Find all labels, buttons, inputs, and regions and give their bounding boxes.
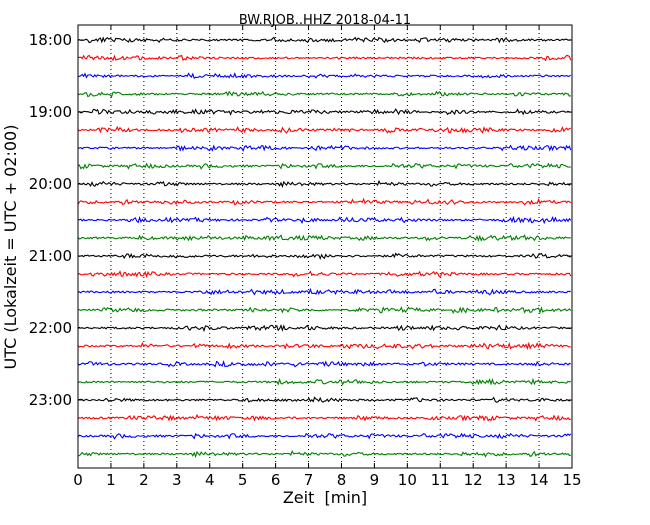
x-tick-label: 6 — [271, 471, 281, 489]
trace-line — [77, 215, 572, 225]
x-tick-label: 2 — [139, 471, 149, 489]
y-tick-label: 20:00 — [29, 175, 72, 193]
x-tick-label: 14 — [530, 471, 549, 489]
seismic-traces — [77, 36, 572, 459]
x-axis: 0 1 2 3 4 5 6 7 8 9 10 11 12 13 14 15 — [73, 25, 582, 489]
x-tick-label: 7 — [304, 471, 314, 489]
trace-line — [77, 125, 571, 134]
x-tick-label: 5 — [238, 471, 248, 489]
x-tick-label: 13 — [497, 471, 516, 489]
trace-line — [77, 449, 571, 459]
y-axis-label: UTC (Lokalzeit = UTC + 02:00) — [1, 125, 20, 370]
trace-line — [77, 72, 572, 80]
plot-frame — [77, 24, 573, 469]
x-tick-label: 8 — [337, 471, 347, 489]
trace-line — [77, 432, 572, 440]
x-tick-label: 1 — [106, 471, 116, 489]
trace-line — [77, 108, 571, 116]
x-tick-label: 10 — [398, 471, 417, 489]
trace-line — [77, 341, 571, 351]
y-tick-label: 23:00 — [29, 391, 72, 409]
trace-line — [77, 54, 572, 62]
trace-line — [77, 377, 572, 386]
y-tick-label: 22:00 — [29, 319, 72, 337]
trace-line — [77, 144, 572, 152]
trace-line — [77, 287, 571, 296]
x-tick-label: 11 — [431, 471, 450, 489]
y-tick-label: 18:00 — [29, 31, 72, 49]
y-tick-label: 19:00 — [29, 103, 72, 121]
trace-line — [77, 324, 571, 333]
trace-line — [77, 90, 571, 98]
trace-line — [77, 252, 571, 260]
trace-line — [77, 197, 572, 206]
chart-title: BW.RJOB..HHZ 2018-04-11 — [239, 13, 411, 28]
y-axis: 18:00 19:00 20:00 21:00 22:00 23:00 — [29, 31, 572, 409]
trace-line — [77, 360, 572, 368]
x-tick-label: 4 — [205, 471, 215, 489]
trace-line — [77, 36, 572, 44]
trace-line — [77, 306, 572, 315]
trace-line — [77, 179, 572, 189]
trace-line — [77, 270, 572, 279]
x-tick-label: 12 — [464, 471, 483, 489]
x-tick-label: 9 — [370, 471, 380, 489]
x-axis-label: Zeit [min] — [283, 488, 367, 507]
trace-line — [77, 234, 571, 243]
trace-line — [77, 162, 571, 170]
x-tick-label: 15 — [562, 471, 581, 489]
trace-line — [77, 414, 571, 422]
trace-line — [77, 396, 572, 403]
y-tick-label: 21:00 — [29, 247, 72, 265]
x-tick-label: 3 — [172, 471, 182, 489]
x-tick-label: 0 — [73, 471, 83, 489]
